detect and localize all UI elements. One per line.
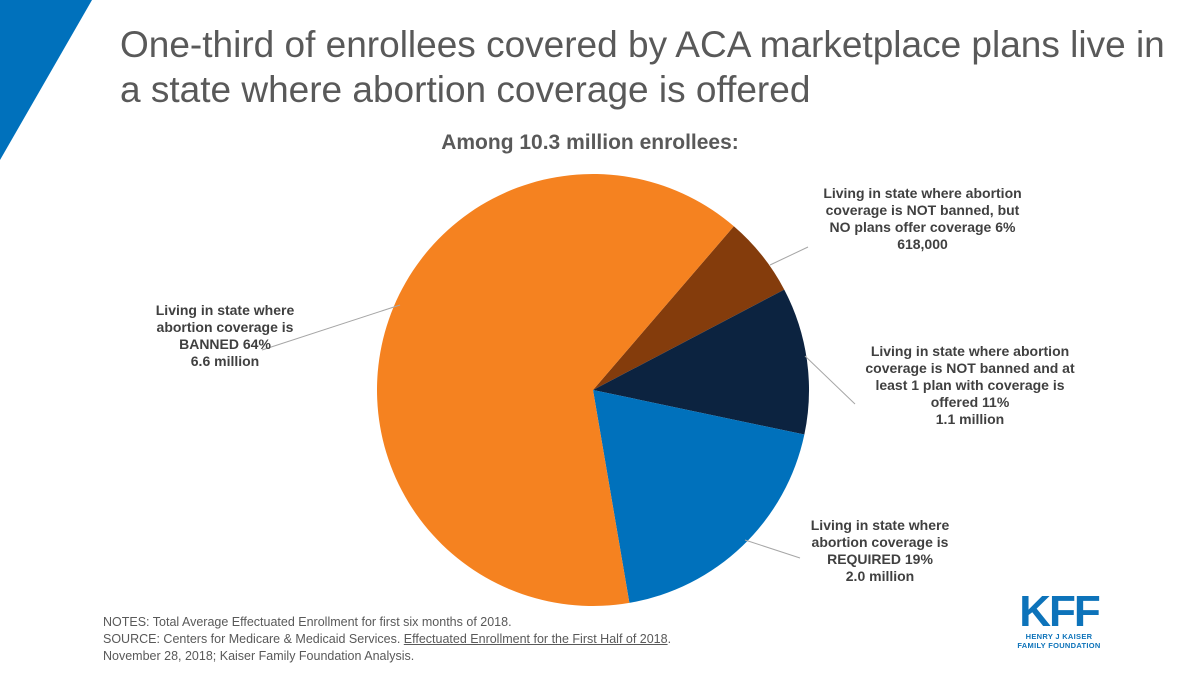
label-value: 1.1 million	[935, 411, 1005, 427]
label-line: offered 11%	[930, 394, 1010, 410]
label-line: abortion coverage is	[156, 319, 294, 335]
source-suffix: .	[667, 632, 672, 646]
chart-subtitle: Among 10.3 million enrollees:	[441, 131, 739, 154]
leader-line-offered	[804, 355, 856, 405]
logo-line: FAMILY FOUNDATION	[1017, 641, 1101, 650]
label-line: Living in state where	[810, 517, 950, 533]
leader-line-no_plans	[769, 246, 809, 266]
label-line: least 1 plan with coverage is	[875, 377, 1065, 393]
notes-block: NOTES: Total Average Effectuated Enrollm…	[103, 614, 671, 665]
label-line: Living in state where	[155, 302, 295, 318]
label-line: REQUIRED 19%	[827, 551, 933, 567]
date-line: November 28, 2018; Kaiser Family Foundat…	[103, 649, 415, 663]
logo-line: HENRY J KAISER	[1025, 632, 1093, 641]
source-prefix: SOURCE: Centers for Medicare & Medicaid …	[103, 632, 404, 646]
label-line: abortion coverage is	[811, 534, 949, 550]
label-not-banned-no-plans: Living in state where abortion coverage …	[800, 185, 1045, 253]
pie-slice-not_banned_offered	[593, 289, 809, 435]
label-not-banned-offered: Living in state where abortion coverage …	[840, 343, 1100, 428]
label-banned: Living in state where abortion coverage …	[125, 302, 325, 370]
corner-accent-shape	[0, 0, 92, 160]
leader-line-banned	[261, 304, 401, 351]
label-value: 2.0 million	[845, 568, 915, 584]
label-value: 618,000	[897, 236, 948, 252]
label-required: Living in state where abortion coverage …	[780, 517, 980, 585]
logo-mark: KFF	[1019, 587, 1101, 636]
label-line: coverage is NOT banned and at	[865, 360, 1075, 376]
kff-logo: KFF HENRY J KAISER FAMILY FOUNDATION	[1013, 587, 1105, 651]
label-line: Living in state where abortion	[870, 343, 1070, 359]
leader-line-required	[744, 539, 801, 559]
source-link[interactable]: Effectuated Enrollment for the First Hal…	[403, 632, 668, 646]
source-line: SOURCE: Centers for Medicare & Medicaid …	[103, 631, 671, 648]
label-line: Living in state where abortion	[823, 185, 1022, 201]
label-line: BANNED 64%	[179, 336, 271, 352]
label-line: NO plans offer coverage 6%	[829, 219, 1016, 235]
pie-slice-required	[593, 390, 805, 603]
label-value: 6.6 million	[190, 353, 260, 369]
label-line: coverage is NOT banned, but	[825, 202, 1020, 218]
pie-slice-not_banned_no_plans	[593, 226, 785, 390]
notes-line: NOTES: Total Average Effectuated Enrollm…	[103, 615, 512, 629]
chart-title: One-third of enrollees covered by ACA ma…	[120, 24, 1165, 110]
pie-slice-banned	[377, 173, 734, 606]
